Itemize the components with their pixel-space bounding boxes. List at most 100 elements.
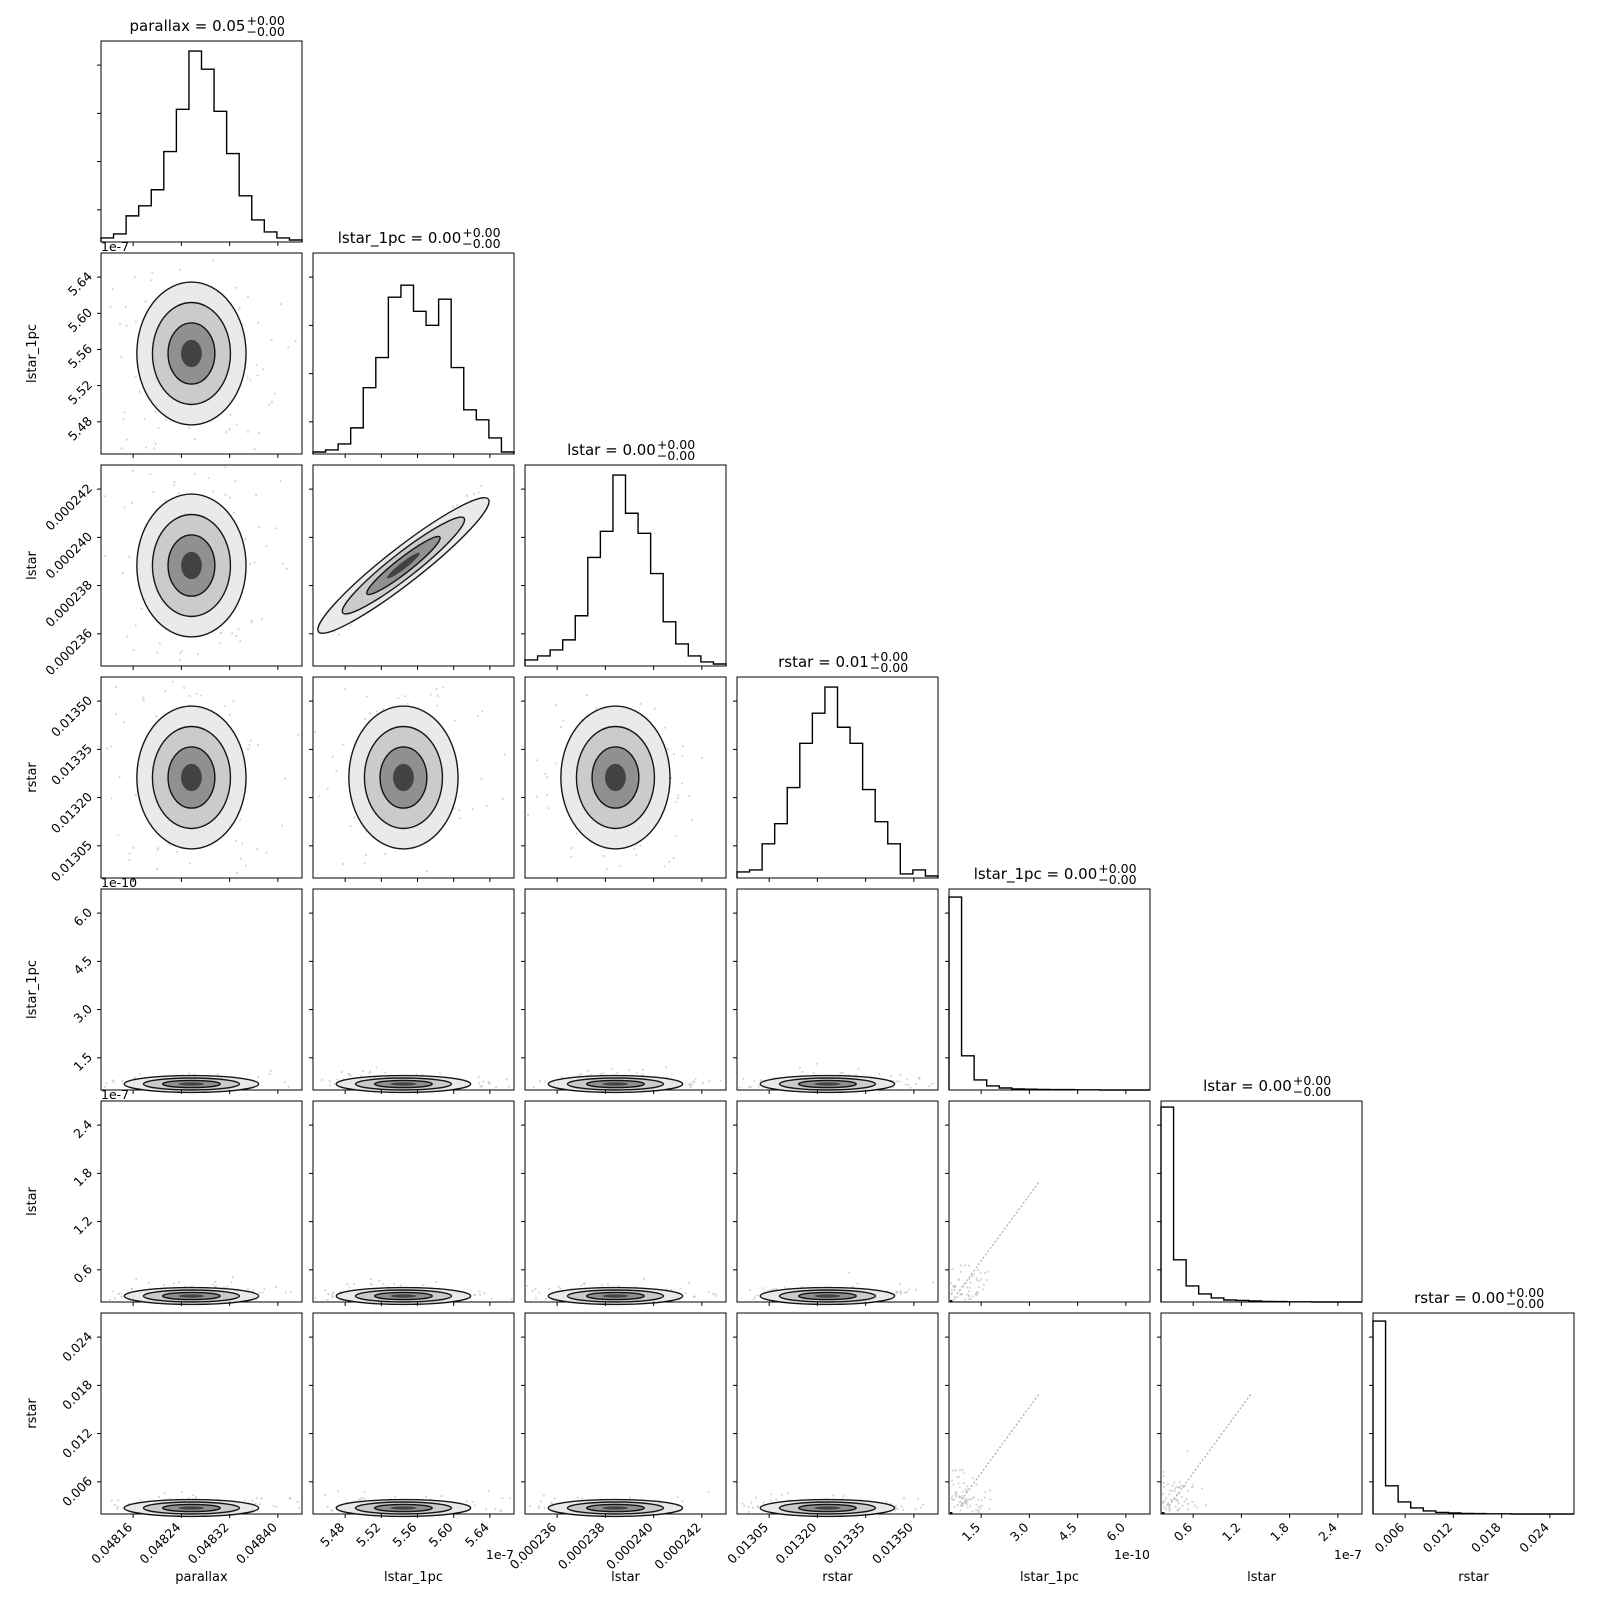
x-axis-label: parallax — [175, 1570, 228, 1585]
sample-point — [665, 1066, 668, 1069]
sample-point — [841, 1071, 844, 1075]
panel-5-0 — [97, 1100, 303, 1306]
sample-point — [570, 855, 573, 858]
sample-point — [1162, 1481, 1166, 1484]
contour-level-3 — [181, 551, 202, 580]
sample-point — [117, 1292, 120, 1295]
sample-point — [142, 698, 145, 702]
sample-point — [666, 748, 669, 751]
x-tick-label: 0.01335 — [821, 1520, 868, 1567]
sample-point — [219, 631, 223, 635]
y-tick-label: 0.6 — [70, 1261, 95, 1286]
sample-point — [348, 1286, 351, 1289]
sample-point — [708, 1080, 711, 1083]
sample-point — [684, 1292, 687, 1295]
sample-point — [337, 1490, 340, 1493]
panel-5-1 — [309, 1100, 515, 1306]
sample-point — [1178, 1507, 1181, 1510]
sample-point — [971, 1510, 974, 1513]
sample-point — [488, 1081, 491, 1084]
panel-5-4 — [945, 1100, 1151, 1306]
sample-point — [239, 640, 242, 643]
sample-point — [951, 1267, 954, 1270]
sample-point — [368, 712, 372, 715]
sample-point — [331, 1292, 334, 1295]
correlation-trail — [956, 1393, 1040, 1507]
sample-point — [1193, 1504, 1196, 1507]
sample-point — [109, 305, 112, 308]
sample-point — [950, 1497, 953, 1500]
y-tick-label: 5.52 — [65, 377, 95, 407]
sample-point — [842, 1495, 845, 1498]
sample-point — [382, 1282, 385, 1286]
sample-point — [109, 745, 112, 748]
sample-point — [1164, 1508, 1168, 1511]
sample-point — [144, 446, 148, 449]
x-tick-label: 0.000242 — [651, 1520, 704, 1573]
sample-point — [104, 555, 107, 558]
sample-point — [132, 648, 135, 652]
sample-point — [225, 431, 228, 434]
sample-point — [453, 807, 456, 810]
sample-point — [905, 1290, 908, 1294]
sample-point — [1165, 1504, 1168, 1507]
sample-point — [977, 1498, 980, 1501]
sample-point — [269, 1069, 272, 1072]
sample-point — [1176, 1508, 1179, 1512]
contour-level-3 — [602, 1506, 629, 1510]
sample-point — [1168, 1509, 1171, 1512]
x-axis-label: rstar — [1458, 1570, 1489, 1585]
sample-point — [928, 1085, 931, 1088]
sample-point — [964, 1497, 967, 1500]
sample-point — [173, 480, 176, 484]
sample-point — [954, 1469, 958, 1472]
sample-point — [164, 499, 167, 502]
panel-title: lstar_1pc = 0.00 — [338, 229, 462, 248]
sample-point — [957, 1482, 960, 1485]
y-axis-label: lstar — [25, 1186, 40, 1215]
panel-frame — [736, 888, 939, 1091]
sample-point — [1200, 1487, 1204, 1490]
sample-point — [707, 1490, 710, 1493]
sample-point — [196, 653, 199, 656]
sample-point — [754, 1496, 758, 1499]
sample-point — [954, 1491, 957, 1495]
sample-point — [953, 1506, 956, 1509]
sample-point — [526, 813, 530, 817]
x-tick-label: 0.018 — [1468, 1519, 1504, 1555]
sample-point — [128, 852, 131, 855]
sample-point — [495, 1086, 498, 1089]
panel-1-1 — [309, 252, 515, 458]
sample-point — [114, 686, 118, 689]
sample-point — [770, 1499, 773, 1502]
sample-point — [756, 1504, 760, 1508]
sample-point — [952, 1284, 955, 1288]
sample-point — [284, 1291, 288, 1294]
sample-point — [298, 1506, 301, 1510]
sample-point — [1169, 1498, 1172, 1501]
sample-point — [719, 1079, 722, 1082]
sample-point — [895, 1080, 898, 1083]
panel-4-2 — [521, 888, 727, 1094]
panel-6-0 — [97, 1312, 303, 1518]
x-tick-label: 2.4 — [1315, 1519, 1340, 1544]
sample-point — [473, 1293, 476, 1296]
sample-point — [900, 1505, 903, 1508]
sample-point — [132, 846, 135, 849]
sample-point — [472, 492, 476, 495]
sample-point — [122, 418, 125, 421]
sample-point — [899, 1290, 902, 1293]
sample-point — [966, 1485, 969, 1488]
sample-point — [680, 782, 684, 785]
sample-point — [547, 807, 550, 810]
x-axis-label: lstar_1pc — [384, 1570, 443, 1585]
sample-point — [478, 1290, 481, 1293]
sample-point — [212, 259, 215, 262]
sample-point — [676, 1496, 679, 1499]
sample-point — [188, 694, 191, 697]
sample-point — [602, 1072, 605, 1075]
x-tick-label: 0.04840 — [233, 1519, 280, 1566]
sample-point — [545, 793, 549, 796]
panel-title-plus: +0.00 — [1098, 861, 1136, 876]
